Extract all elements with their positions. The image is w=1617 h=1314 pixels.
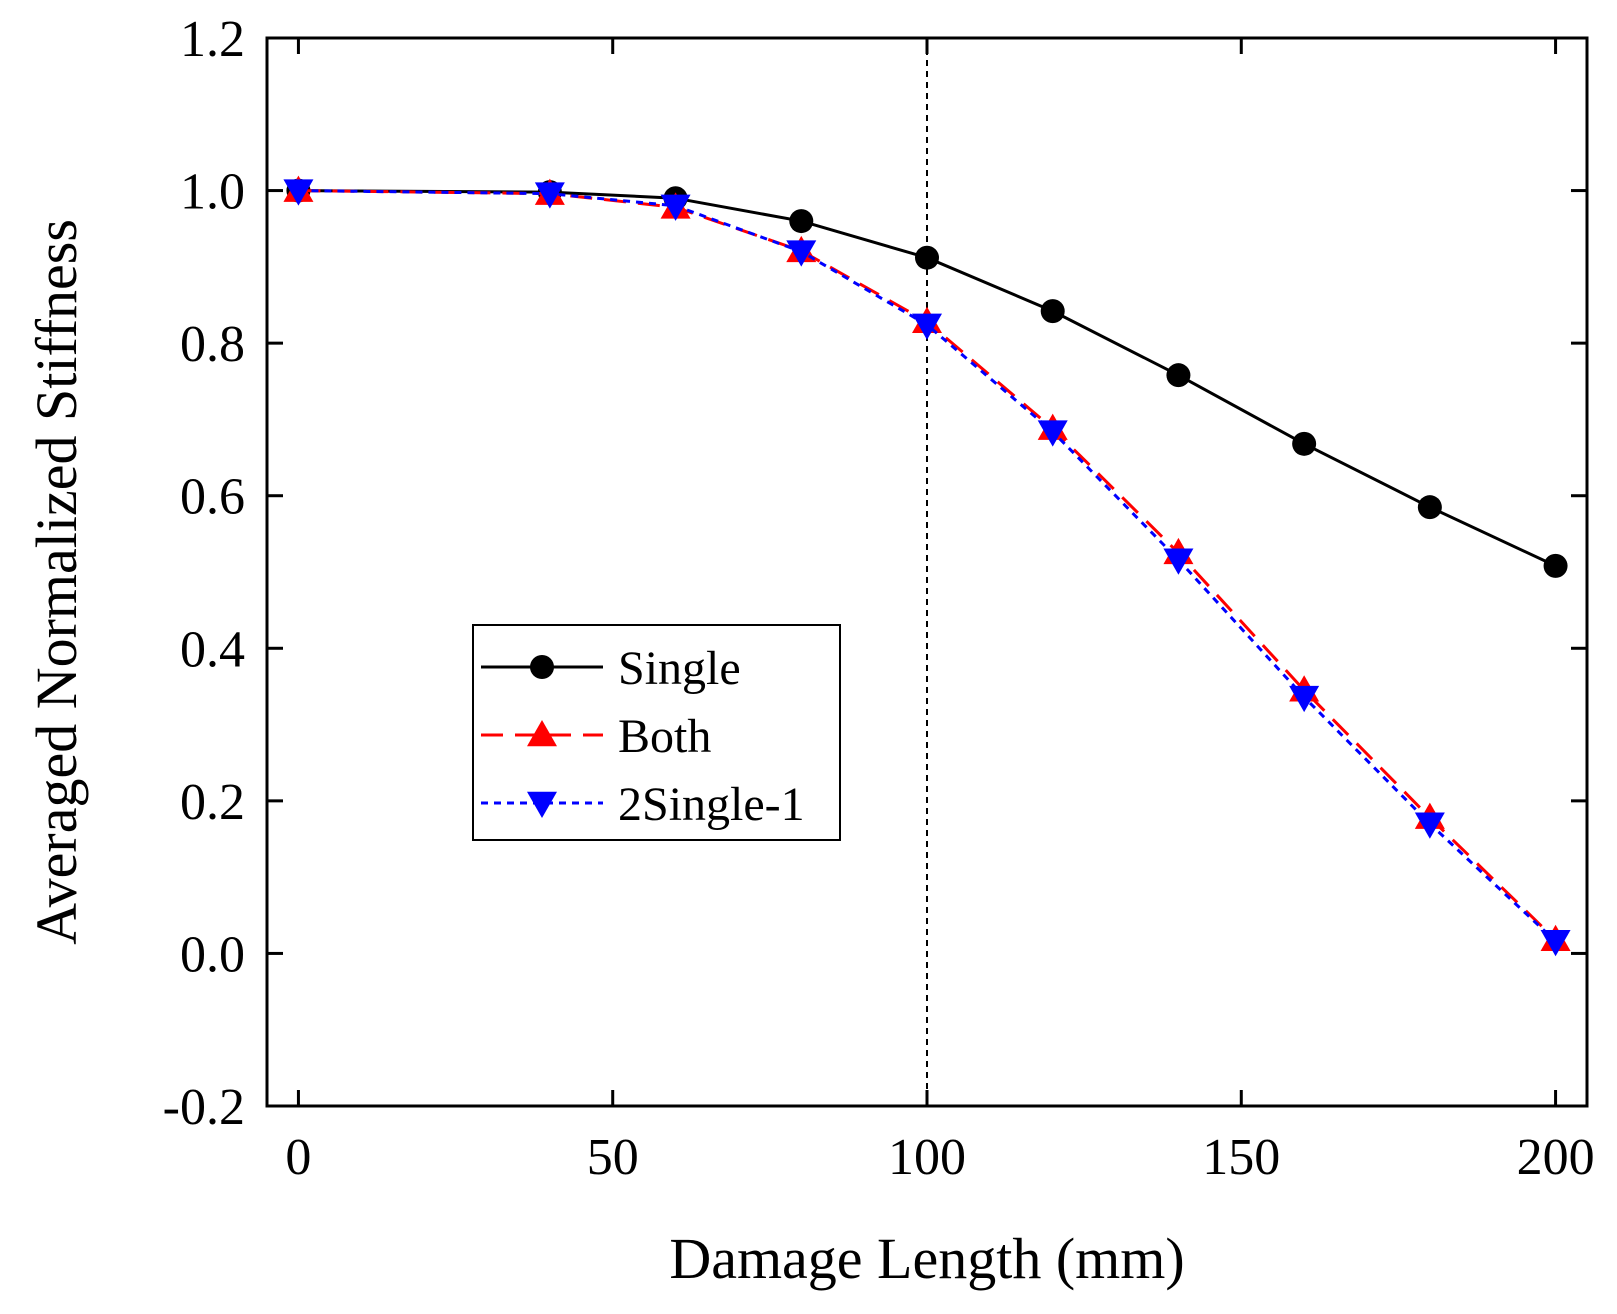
y-tick-label: 0.8 <box>180 316 245 373</box>
x-tick-label: 100 <box>888 1129 966 1186</box>
data-point-2single-1 <box>786 240 817 267</box>
y-tick-label: 1.0 <box>180 164 245 221</box>
legend-label-both: Both <box>618 710 711 763</box>
y-tick-label: 1.2 <box>180 11 245 68</box>
legend-label-2single-1: 2Single-1 <box>618 778 805 831</box>
data-point-single <box>1040 299 1065 324</box>
legend-label-single: Single <box>618 642 741 695</box>
series-2single-1 <box>283 179 1571 957</box>
y-tick-label: 0.6 <box>180 469 245 526</box>
data-point-2single-1 <box>912 313 942 340</box>
x-tick-label: 150 <box>1202 1129 1280 1186</box>
ticks-layer: 0 50 100 150 200 -0.2 0.0 0.2 0.4 0.6 0.8 1.0 1.2 <box>163 11 1595 1186</box>
x-axis-title: Damage Length (mm) <box>669 1226 1184 1291</box>
legend: Single Both 2Single-1 <box>472 624 841 841</box>
data-point-single <box>1292 431 1317 456</box>
y-tick-label: 0.2 <box>180 774 245 831</box>
series-line-single <box>298 189 1557 568</box>
data-point-2single-1 <box>1163 548 1194 575</box>
y-tick-label: 0.0 <box>180 926 245 983</box>
data-point-2single-1 <box>1289 685 1320 713</box>
data-point-2single-1 <box>1540 929 1571 957</box>
y-tick-label: -0.2 <box>163 1079 245 1136</box>
x-tick-label: 50 <box>587 1129 639 1186</box>
data-point-2single-1 <box>660 194 691 221</box>
legend-marker-2single-1 <box>527 791 557 818</box>
data-point-2single-1 <box>1414 812 1445 839</box>
legend-marker-both <box>527 720 557 747</box>
legend-marker-single <box>530 655 554 679</box>
y-tick-label: 0.4 <box>180 621 245 678</box>
data-point-single <box>1166 363 1191 388</box>
series-layer <box>283 175 1571 957</box>
data-point-single <box>1543 553 1568 578</box>
data-point-2single-1 <box>534 182 565 209</box>
x-tick-label: 0 <box>285 1129 311 1186</box>
data-point-2single-1 <box>1037 420 1068 447</box>
x-tick-label: 200 <box>1517 1129 1595 1186</box>
data-point-single <box>915 245 939 270</box>
series-line-2single-1 <box>298 189 1557 943</box>
data-point-2single-1 <box>283 179 314 206</box>
data-point-single <box>789 209 814 234</box>
y-axis-title: Averaged Normalized Stiffness <box>24 219 89 945</box>
data-point-single <box>1417 495 1442 520</box>
